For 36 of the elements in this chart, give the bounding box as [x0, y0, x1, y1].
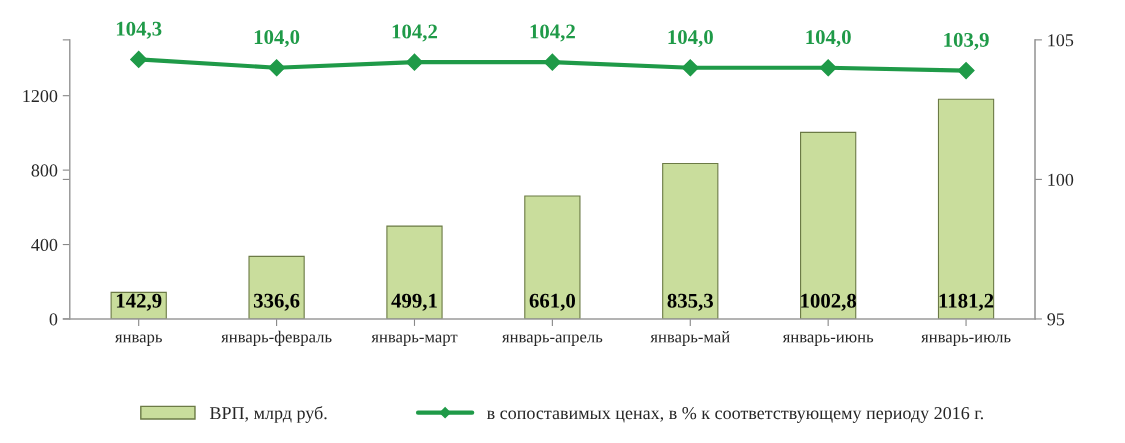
x-tick-label: январь	[114, 334, 162, 346]
bar	[937, 98, 995, 319]
data-label: 1002,8	[801, 293, 857, 311]
data-label: 104,2	[530, 24, 575, 42]
y-tick-label: 0	[49, 313, 58, 326]
data-label: 1181,2	[939, 293, 994, 311]
y-tick-label: 800	[31, 164, 58, 177]
data-label: 661,0	[529, 293, 576, 311]
data-label: 104,3	[116, 21, 162, 39]
data-label: 104,0	[254, 30, 300, 48]
y2-tick-label: 105	[1048, 34, 1074, 47]
data-label: 142,9	[116, 293, 162, 311]
x-tick-label: январь-июнь	[782, 334, 874, 346]
y-tick-label: 1200	[23, 89, 58, 103]
x-tick-label: январь-май	[650, 330, 730, 346]
bar	[248, 255, 305, 319]
data-label: 104,0	[668, 30, 713, 48]
data-label: 499,1	[391, 293, 437, 311]
legend-label: в сопоставимых ценах, в % к соответствующему периоду 2016 г.	[486, 407, 983, 423]
data-label: 103,9	[944, 32, 989, 50]
data-label: 336,6	[253, 293, 300, 311]
x-tick-label: январь-апрель	[502, 334, 603, 346]
bar	[800, 131, 857, 319]
bar	[386, 225, 443, 319]
data-label: 104,2	[392, 24, 438, 42]
data-label: 835,3	[667, 293, 713, 311]
x-tick-label: январь-март	[371, 334, 458, 346]
y2-tick-label: 100	[1048, 173, 1074, 186]
x-tick-label: январь-февраль	[221, 330, 332, 346]
y2-tick-label: 95	[1047, 313, 1065, 326]
x-tick-label: январь-июль	[921, 334, 1011, 346]
bar	[662, 162, 719, 319]
y-tick-label: 400	[31, 238, 58, 251]
legend-label: ВРП, млрд руб.	[209, 406, 327, 423]
data-label: 104,0	[806, 30, 851, 48]
bar	[524, 195, 581, 319]
